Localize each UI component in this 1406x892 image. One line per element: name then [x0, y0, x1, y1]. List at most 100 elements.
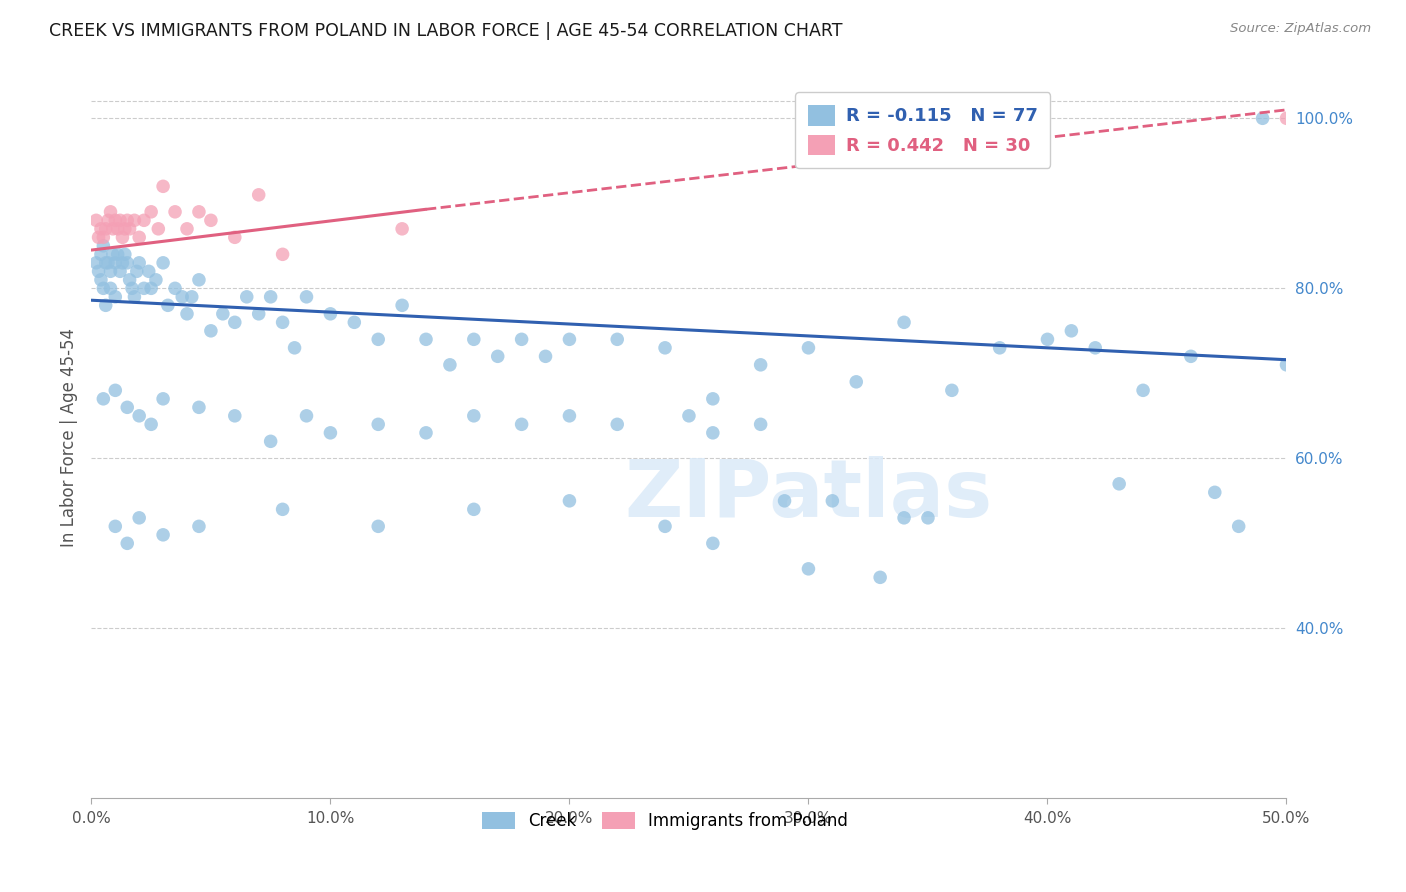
- Point: [988, 341, 1011, 355]
- Point: [90, 273, 112, 287]
- Point: [176, 222, 198, 236]
- Point: [749, 417, 772, 432]
- Point: [93, 239, 114, 253]
- Point: [104, 213, 127, 227]
- Point: [141, 417, 162, 432]
- Point: [271, 502, 294, 516]
- Point: [145, 273, 167, 287]
- Point: [749, 358, 772, 372]
- Point: [391, 298, 413, 312]
- Point: [115, 256, 138, 270]
- Point: [93, 230, 114, 244]
- Point: [917, 511, 939, 525]
- Point: [893, 315, 915, 329]
- Point: [284, 341, 307, 355]
- Point: [101, 222, 124, 236]
- Point: [187, 204, 211, 219]
- Point: [439, 358, 461, 372]
- Point: [558, 332, 581, 346]
- Point: [259, 434, 281, 449]
- Point: [152, 179, 174, 194]
- Point: [702, 425, 724, 440]
- Point: [367, 519, 389, 533]
- Point: [224, 230, 246, 244]
- Point: [200, 213, 222, 227]
- Point: [115, 401, 138, 415]
- Point: [271, 315, 294, 329]
- Point: [463, 409, 485, 423]
- Point: [606, 332, 628, 346]
- Point: [156, 298, 179, 312]
- Point: [163, 204, 186, 219]
- Point: [125, 264, 148, 278]
- Point: [869, 570, 891, 584]
- Point: [132, 281, 155, 295]
- Point: [128, 511, 150, 525]
- Point: [211, 307, 233, 321]
- Point: [128, 409, 150, 423]
- Point: [124, 290, 146, 304]
- Point: [1132, 384, 1154, 398]
- Point: [235, 290, 259, 304]
- Point: [821, 493, 844, 508]
- Point: [176, 307, 198, 321]
- Point: [121, 281, 143, 295]
- Point: [148, 222, 170, 236]
- Point: [152, 256, 174, 270]
- Point: [606, 417, 628, 432]
- Point: [107, 247, 129, 261]
- Point: [84, 213, 107, 227]
- Point: [115, 536, 138, 550]
- Point: [87, 230, 110, 244]
- Point: [111, 256, 134, 270]
- Point: [104, 256, 127, 270]
- Point: [295, 290, 318, 304]
- Point: [654, 519, 676, 533]
- Point: [84, 256, 107, 270]
- Point: [510, 332, 533, 346]
- Point: [1180, 349, 1202, 363]
- Point: [90, 222, 112, 236]
- Point: [1084, 341, 1107, 355]
- Point: [187, 273, 211, 287]
- Point: [319, 307, 342, 321]
- Point: [94, 222, 117, 236]
- Point: [391, 222, 413, 236]
- Point: [138, 264, 160, 278]
- Point: [224, 409, 246, 423]
- Point: [558, 493, 581, 508]
- Point: [172, 290, 194, 304]
- Point: [343, 315, 366, 329]
- Point: [319, 425, 342, 440]
- Point: [93, 281, 114, 295]
- Point: [367, 332, 389, 346]
- Text: CREEK VS IMMIGRANTS FROM POLAND IN LABOR FORCE | AGE 45-54 CORRELATION CHART: CREEK VS IMMIGRANTS FROM POLAND IN LABOR…: [49, 22, 842, 40]
- Point: [104, 290, 127, 304]
- Point: [558, 409, 581, 423]
- Point: [1204, 485, 1226, 500]
- Point: [510, 417, 533, 432]
- Text: ZIPatlas: ZIPatlas: [624, 456, 993, 534]
- Point: [124, 213, 146, 227]
- Point: [534, 349, 557, 363]
- Point: [132, 213, 155, 227]
- Point: [114, 247, 136, 261]
- Point: [87, 264, 110, 278]
- Point: [94, 256, 117, 270]
- Point: [678, 409, 700, 423]
- Point: [187, 519, 211, 533]
- Point: [797, 341, 820, 355]
- Point: [941, 384, 963, 398]
- Point: [152, 528, 174, 542]
- Point: [415, 425, 437, 440]
- Point: [180, 290, 202, 304]
- Point: [702, 536, 724, 550]
- Point: [128, 256, 150, 270]
- Point: [1036, 332, 1059, 346]
- Point: [97, 213, 120, 227]
- Point: [108, 213, 131, 227]
- Point: [94, 298, 117, 312]
- Legend: Creek, Immigrants from Poland: Creek, Immigrants from Poland: [475, 805, 855, 837]
- Point: [486, 349, 509, 363]
- Point: [463, 502, 485, 516]
